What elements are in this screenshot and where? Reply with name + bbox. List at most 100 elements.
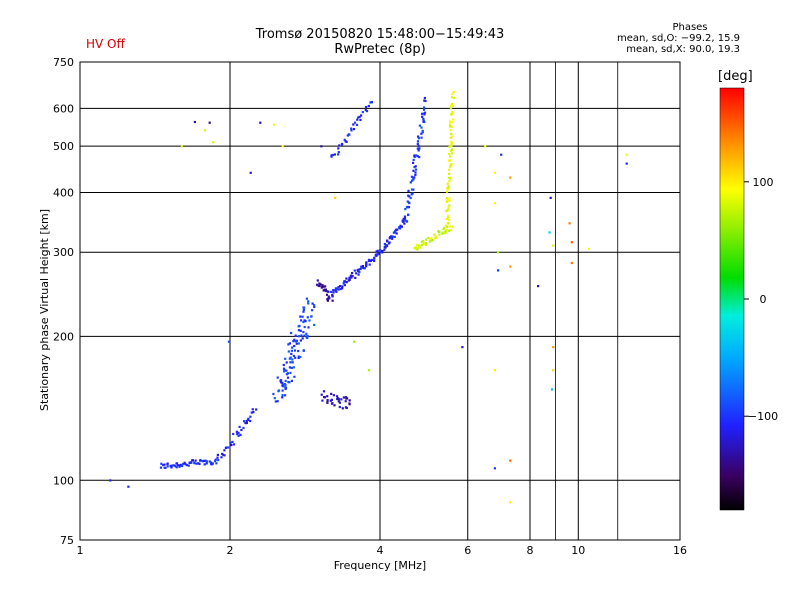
echo-point (450, 113, 453, 116)
echo-point (236, 433, 239, 436)
echo-point (244, 422, 247, 425)
echo-point (384, 246, 387, 249)
echo-point (239, 433, 242, 436)
echo-point (330, 290, 333, 293)
echo-point (297, 355, 300, 358)
x-tick-label: 16 (673, 544, 687, 557)
echo-point (170, 466, 173, 469)
echo-point (303, 325, 306, 329)
echo-point (417, 135, 420, 138)
echo-point (448, 172, 451, 175)
phase-heading: Phases (672, 22, 708, 33)
echo-point (212, 141, 215, 144)
phase-o-stats: mean, sd,O: −99.2, 15.9 (617, 33, 740, 44)
echo-point (404, 208, 407, 211)
echo-point (425, 238, 428, 241)
echo-point (171, 464, 174, 467)
echo-point (306, 316, 309, 319)
echo-point (353, 121, 357, 124)
echo-point (293, 349, 297, 352)
echo-point (438, 230, 441, 233)
echo-point (337, 151, 340, 154)
echo-point (446, 182, 449, 185)
echo-point (193, 462, 196, 465)
echo-point (315, 283, 319, 286)
echo-point (414, 246, 418, 249)
echo-point (226, 446, 230, 449)
echo-point (427, 236, 430, 239)
echo-point (509, 176, 512, 179)
echo-point (403, 217, 406, 220)
echo-point (416, 147, 419, 150)
y-tick-label: 100 (53, 474, 74, 487)
echo-point (323, 396, 326, 399)
echo-point (324, 285, 327, 288)
echo-point (194, 459, 197, 462)
echo-point (447, 185, 450, 188)
echo-point (294, 334, 297, 337)
echo-point (350, 127, 353, 130)
echo-point (416, 140, 420, 143)
echo-point (242, 426, 245, 430)
echo-point (243, 420, 246, 423)
echo-point (412, 158, 415, 161)
echo-point (287, 343, 290, 346)
x-tick-label: 4 (377, 544, 384, 557)
echo-point (361, 111, 364, 114)
echo-point (166, 463, 169, 466)
echo-point (320, 145, 323, 148)
echo-point (451, 110, 454, 114)
echo-point (321, 284, 324, 287)
echo-point (448, 204, 451, 207)
echo-point (444, 230, 447, 233)
echo-point (407, 206, 411, 209)
echo-point (381, 251, 384, 254)
echo-point (328, 297, 331, 300)
echo-point (413, 176, 416, 179)
echo-point (449, 107, 452, 110)
echo-point (417, 144, 420, 147)
echo-point (345, 281, 348, 284)
echo-point (307, 326, 310, 329)
echo-point (185, 464, 188, 467)
echo-point (318, 282, 321, 285)
echo-point (174, 465, 177, 468)
echo-point (451, 225, 454, 228)
echo-point (306, 336, 309, 339)
echo-point (365, 263, 368, 266)
echo-point (448, 225, 452, 228)
echo-point (357, 116, 360, 119)
echo-point (249, 171, 252, 174)
colorbar-tick-label: −100 (748, 410, 778, 423)
echo-point (375, 250, 378, 253)
colorbar (719, 87, 745, 511)
echo-point (461, 346, 464, 349)
echo-point (353, 340, 356, 343)
y-tick-label: 75 (60, 534, 74, 547)
echo-point (216, 453, 219, 456)
echo-point (361, 265, 365, 268)
echo-point (377, 252, 380, 255)
echo-point (338, 401, 341, 404)
echo-point (230, 444, 233, 447)
echo-point (300, 334, 303, 337)
echo-point (231, 440, 234, 443)
echo-point (293, 338, 296, 341)
echo-point (272, 123, 276, 126)
echo-point (449, 228, 453, 231)
echo-point (448, 145, 451, 148)
echo-point (187, 464, 190, 467)
echo-point (445, 228, 448, 231)
echo-point (302, 349, 305, 352)
echo-point (344, 396, 348, 399)
echo-point (327, 290, 330, 293)
echo-point (450, 144, 453, 147)
echo-point (249, 419, 252, 423)
echo-point (251, 408, 254, 411)
echo-point (421, 129, 424, 132)
echo-point (447, 221, 450, 224)
echo-point (403, 216, 407, 219)
echo-point (451, 96, 454, 99)
y-tick-label: 600 (53, 102, 74, 115)
echo-point (273, 397, 276, 400)
